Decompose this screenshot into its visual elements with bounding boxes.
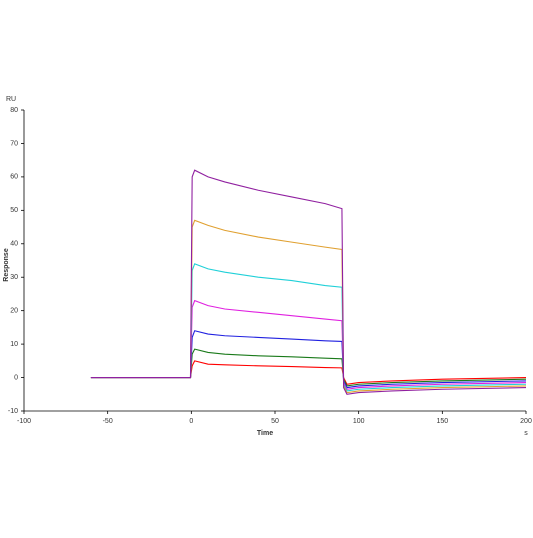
x-tick-label: 150 <box>436 418 448 425</box>
y-axis-label: Response <box>3 248 10 282</box>
x-tick-label: 50 <box>271 418 279 425</box>
y-tick-label: 70 <box>10 140 18 147</box>
y-tick-label: 10 <box>10 341 18 348</box>
sensorgram-line <box>90 299 527 390</box>
sensorgram-line <box>90 263 527 392</box>
y-tick-label: 60 <box>10 174 18 181</box>
sensorgram-line <box>90 360 527 385</box>
y-tick-label: 40 <box>10 241 18 248</box>
y-tick-label: 30 <box>10 274 18 281</box>
x-tick-label: 100 <box>353 418 365 425</box>
y-unit: RU <box>6 96 16 103</box>
x-tick-label: -50 <box>103 418 113 425</box>
y-tick-label: 80 <box>10 107 18 114</box>
sensorgram-line <box>90 219 527 394</box>
x-unit: s <box>524 430 528 437</box>
y-tick-label: 0 <box>14 374 18 381</box>
y-tick-label: -10 <box>8 408 18 415</box>
sensorgram-line <box>90 348 527 387</box>
x-tick-label: -100 <box>17 418 31 425</box>
x-tick-label: 200 <box>520 418 532 425</box>
y-tick-label: 50 <box>10 207 18 214</box>
sensorgram-line <box>90 330 527 389</box>
x-axis-label: Time <box>257 430 273 437</box>
sensorgram-line <box>90 169 527 395</box>
x-tick-label: 0 <box>189 418 193 425</box>
y-tick-label: 20 <box>10 308 18 315</box>
